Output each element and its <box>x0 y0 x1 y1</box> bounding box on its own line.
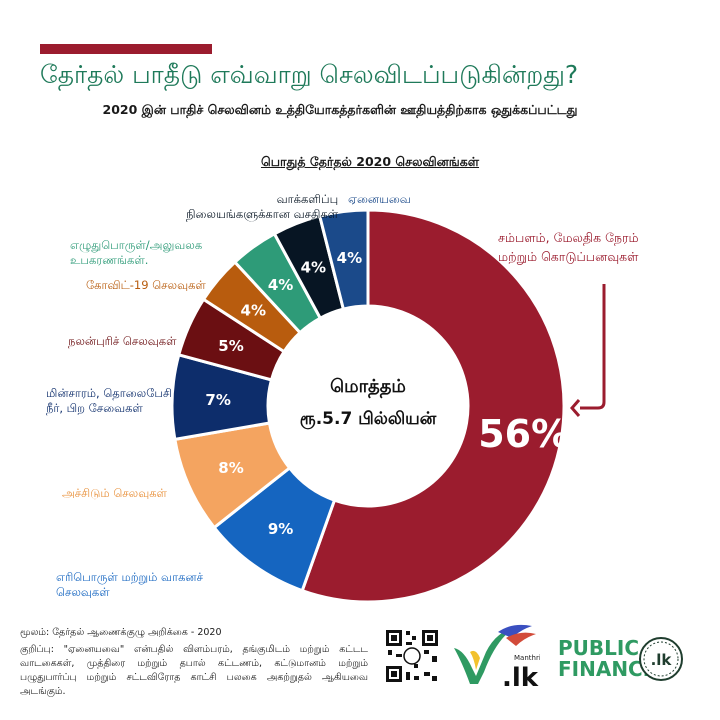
page-subtitle: 2020 இன் பாதிச் செலவினம் உத்தியோகத்தர்கள… <box>102 102 578 117</box>
slice-value-printing: 8% <box>218 459 243 477</box>
label-utilities: மின்சாரம், தொலைபேசி நீர், பிற சேவைகள் <box>46 386 172 415</box>
page-title: தேர்தல் பாதீடு எவ்வாறு செலவிடப்படுகின்றத… <box>40 60 579 89</box>
label-welfare: நலன்புரிச் செலவுகள் <box>68 334 177 348</box>
slice-value-polling: 4% <box>301 258 326 276</box>
label-printing: அச்சிடும் செலவுகள் <box>62 486 167 500</box>
footnote: குறிப்பு: "ஏனையவை" என்பதில் விளம்பரம், த… <box>20 644 368 697</box>
slice-value-covid: 4% <box>241 301 266 319</box>
slice-value-utilities: 7% <box>205 391 230 409</box>
label-covid: கோவிட்-19 செலவுகள் <box>86 278 206 292</box>
qr-code-icon[interactable] <box>384 628 440 684</box>
slice-value-welfare: 5% <box>218 337 243 355</box>
label-salaries: சம்பளம், மேலதிக நேரம் மற்றும் கொடுப்பனவுக… <box>498 230 639 264</box>
center-label-line1: மொத்தம் <box>330 376 406 399</box>
chart-title: பொதுத் தேர்தல் 2020 செலவினங்கள் <box>260 154 480 169</box>
label-stationery: எழுதுபொருள்/அலுவலக உபகரணங்கள். <box>70 238 203 267</box>
svg-text:.lk: .lk <box>651 651 673 669</box>
slice-salaries <box>300 208 566 604</box>
slice-others <box>317 208 370 311</box>
slice-value-stationery: 4% <box>268 276 293 294</box>
manthri-logo: Manthri .lk <box>454 624 540 690</box>
accent-bar <box>40 44 212 54</box>
svg-text:Manthri: Manthri <box>514 654 540 662</box>
public-finance-badge-icon: .lk <box>639 637 683 681</box>
label-polling: வாக்களிப்பு நிலையங்களுக்கான வசதிகள் <box>186 192 339 221</box>
slice-value-fuel: 9% <box>268 520 293 538</box>
source-note: மூலம்: தேர்தல் ஆணைக்குழு அறிக்கை - 2020 <box>20 627 222 638</box>
public-finance-logo: PUBLIC FINANCE <box>558 636 657 681</box>
slice-value-salaries: 56% <box>478 412 569 456</box>
salaries-arrow-line <box>580 284 606 410</box>
salaries-arrow-head <box>570 399 581 417</box>
center-label-line2: ரூ.5.7 பில்லியன் <box>300 409 437 429</box>
svg-text:.lk: .lk <box>502 663 539 690</box>
label-fuel: எரிபொருள் மற்றும் வாகனச் செலவுகள் <box>56 570 203 599</box>
slice-value-others: 4% <box>337 249 362 267</box>
label-others: ஏனையவை <box>348 192 411 206</box>
